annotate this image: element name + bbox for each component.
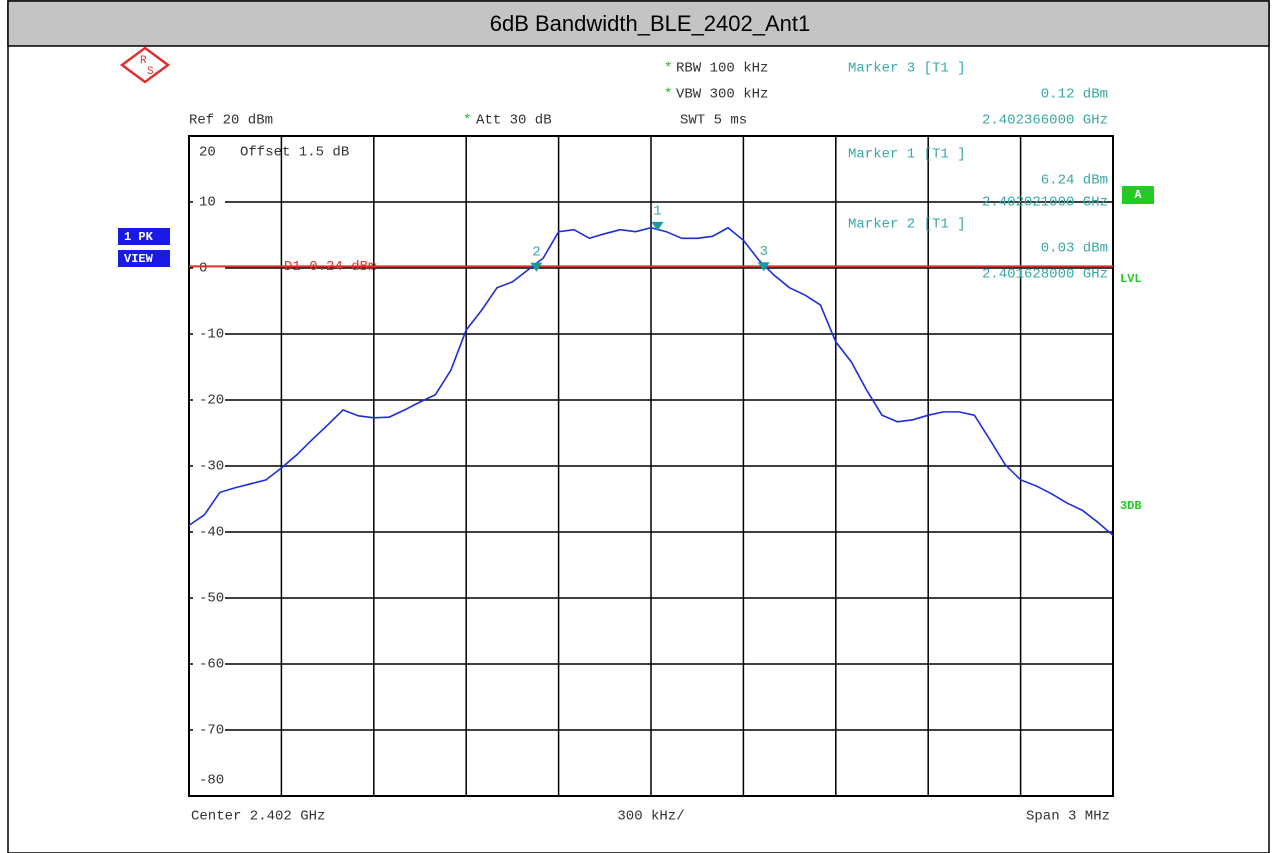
logo-diamond <box>119 46 171 84</box>
y-tick-label: -10 <box>199 327 224 343</box>
changed-flag: * <box>664 87 672 103</box>
y-tick-label: -50 <box>199 591 224 607</box>
y-tick-label: 0 <box>199 261 207 277</box>
offset: Offset 1.5 dB <box>240 145 349 161</box>
marker-name: Marker 1 [T1 ] <box>848 147 966 163</box>
a-badge <box>1122 186 1154 204</box>
marker-number: 1 <box>653 204 661 220</box>
view-badge <box>118 250 170 267</box>
ref-level: Ref 20 dBm <box>189 113 273 129</box>
marker <box>651 221 664 231</box>
tick-label-bg <box>193 772 225 788</box>
sweep-time: SWT 5 ms <box>680 113 747 129</box>
x-center: Center 2.402 GHz <box>191 809 325 825</box>
y-tick-label: -40 <box>199 525 224 541</box>
tick-label-bg <box>193 260 225 276</box>
y-tick-label: -70 <box>199 723 224 739</box>
tick-label-bg <box>193 524 225 540</box>
marker-name: Marker 3 [T1 ] <box>848 61 966 77</box>
marker-frequency: 2.402021000 GHz <box>982 195 1108 211</box>
marker-number: 2 <box>532 245 540 261</box>
y-tick-label: 20 <box>199 145 216 161</box>
a-label: A <box>1134 188 1142 202</box>
x-per-div: 300 kHz/ <box>617 809 684 825</box>
title-bar <box>7 0 1270 47</box>
y-tick-label: -20 <box>199 393 224 409</box>
trace <box>188 226 1114 536</box>
trace-badge <box>118 228 170 245</box>
marker-number: 3 <box>760 244 768 260</box>
marker <box>530 262 543 272</box>
tick-label-bg <box>193 590 225 606</box>
chart-title: 6dB Bandwidth_BLE_2402_Ant1 <box>490 11 810 36</box>
tick-label-bg <box>193 326 225 342</box>
y-tick-label: -60 <box>199 657 224 673</box>
frame <box>7 0 1270 853</box>
y-tick-label: 10 <box>199 195 216 211</box>
y-tick-label: -80 <box>199 773 224 789</box>
marker-frequency: 2.402366000 GHz <box>982 113 1108 129</box>
vbw: VBW 300 kHz <box>676 87 768 103</box>
attenuation: Att 30 dB <box>476 113 552 129</box>
marker <box>757 262 770 272</box>
marker-level: 6.24 dBm <box>1041 173 1108 189</box>
y-tick-label: -30 <box>199 459 224 475</box>
tick-label-bg <box>193 144 225 160</box>
tick-label-bg <box>193 458 225 474</box>
logo: R S <box>119 46 171 84</box>
marker-level: 0.12 dBm <box>1041 87 1108 103</box>
logo-letter: S <box>147 66 154 78</box>
view-label: VIEW <box>124 252 154 266</box>
rbw: RBW 100 kHz <box>676 61 768 77</box>
trace-label: 1 PK <box>124 230 154 244</box>
marker-level: 0.03 dBm <box>1041 241 1108 257</box>
changed-flag: * <box>463 113 471 129</box>
tick-label-bg <box>193 392 225 408</box>
3db-label: 3DB <box>1120 499 1142 513</box>
tick-label-bg <box>193 194 225 210</box>
lvl-label: LVL <box>1120 272 1142 286</box>
changed-flag: * <box>664 61 672 77</box>
tick-label-bg <box>193 722 225 738</box>
x-span: Span 3 MHz <box>1026 809 1110 825</box>
marker-frequency: 2.401628000 GHz <box>982 267 1108 283</box>
tick-label-bg <box>193 656 225 672</box>
marker-name: Marker 2 [T1 ] <box>848 217 966 233</box>
logo-letter: R <box>140 55 147 67</box>
display-line-label: D1 0.24 dBm <box>284 259 376 275</box>
